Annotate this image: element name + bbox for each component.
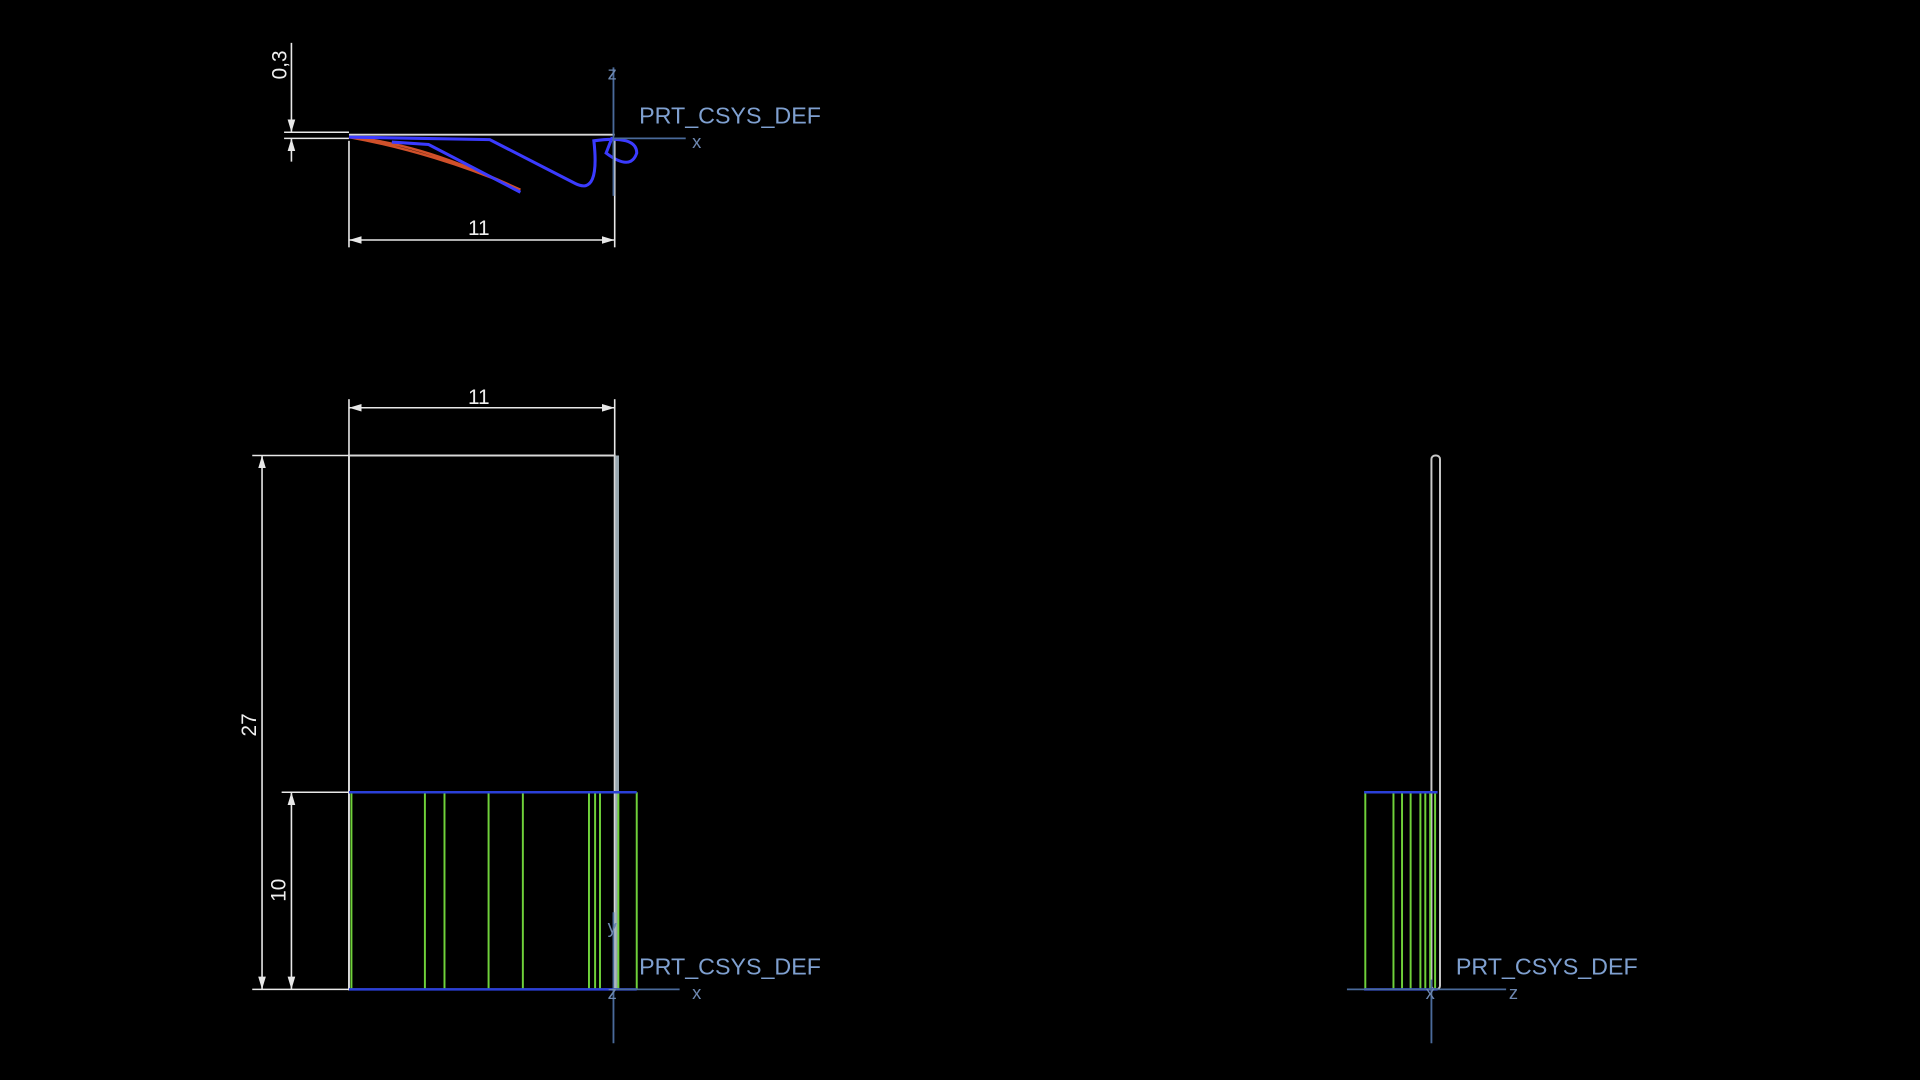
axis-label: y [608, 916, 618, 937]
axis-label: z [1509, 982, 1518, 1003]
axis-label: x [692, 131, 701, 152]
csys-label: PRT_CSYS_DEF [639, 954, 821, 980]
hatch-lines [1364, 792, 1437, 990]
csys-label: PRT_CSYS_DEF [1456, 954, 1638, 980]
front-view: 11 27 10 y z x PRT_CSYS_DEF [238, 386, 821, 1044]
dimension-text: 0,3 [269, 50, 292, 79]
profile-curve [348, 135, 639, 194]
dimension-text: 10 [267, 879, 290, 902]
hatch-lines [350, 792, 638, 990]
csys-label: PRT_CSYS_DEF [639, 103, 821, 129]
dimension-text: 27 [238, 713, 261, 736]
axis-label: z [608, 982, 617, 1003]
top-view: 0,3 11 z x PRT_CSYS_DEF [269, 42, 821, 248]
dimension-text: 11 [468, 386, 490, 409]
dimension-text: 11 [468, 217, 490, 240]
axis-label: x [692, 982, 701, 1003]
axis-label: x [1426, 982, 1435, 1003]
side-view: x z PRT_CSYS_DEF [1346, 454, 1638, 1044]
axis-label: z [608, 63, 617, 84]
